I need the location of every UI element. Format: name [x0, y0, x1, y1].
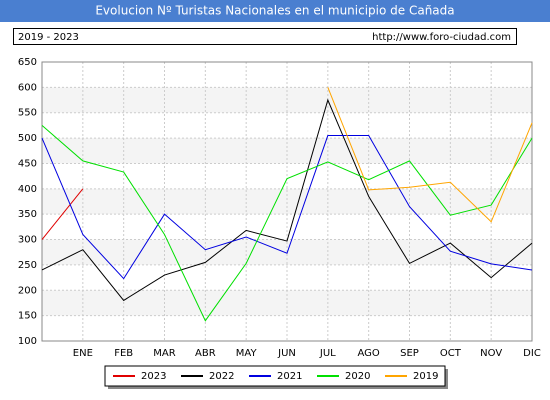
y-tick-label: 300	[18, 235, 37, 246]
y-tick-label: 500	[18, 133, 37, 144]
y-tick-label: 650	[18, 57, 37, 68]
y-tick-label: 200	[18, 285, 37, 296]
source-url: http://www.foro-ciudad.com	[372, 32, 511, 43]
legend-label: 2023	[141, 371, 166, 382]
legend-label: 2021	[277, 371, 302, 382]
x-tick-label: MAR	[153, 348, 175, 359]
x-tick-label: FEB	[114, 348, 133, 359]
subtitle: 2019 - 2023	[18, 32, 79, 43]
series-line	[41, 125, 533, 322]
legend-label: 2020	[345, 371, 370, 382]
y-tick-label: 250	[18, 260, 37, 271]
chart-title: Evolucion Nº Turistas Nacionales en el m…	[95, 4, 454, 18]
x-tick-label: JUN	[277, 348, 296, 359]
title-bar	[0, 0, 550, 22]
x-tick-label: ENE	[73, 348, 93, 359]
series-line	[327, 87, 533, 223]
x-tick-label: AGO	[358, 348, 380, 359]
series-line	[41, 188, 84, 240]
series-line	[41, 98, 533, 302]
x-tick-label: OCT	[440, 348, 462, 359]
grid-band	[42, 188, 532, 215]
y-tick-label: 450	[18, 158, 37, 169]
y-tick-label: 400	[18, 184, 37, 195]
subtitle-box	[13, 28, 517, 45]
legend-box	[104, 365, 446, 387]
x-tick-label: SEP	[400, 348, 419, 359]
y-tick-label: 600	[18, 82, 37, 93]
x-tick-label: MAY	[236, 348, 258, 359]
x-tick-label: NOV	[480, 348, 502, 359]
y-tick-label: 100	[18, 336, 37, 347]
y-tick-label: 350	[18, 209, 37, 220]
y-tick-label: 150	[18, 311, 37, 322]
series-line	[41, 135, 533, 280]
plot-border	[41, 61, 533, 342]
x-tick-label: DIC	[523, 348, 541, 359]
legend-label: 2019	[413, 371, 438, 382]
legend-label: 2022	[209, 371, 234, 382]
x-tick-label: ABR	[195, 348, 216, 359]
x-tick-label: JUL	[319, 348, 336, 359]
y-tick-label: 550	[18, 108, 37, 119]
